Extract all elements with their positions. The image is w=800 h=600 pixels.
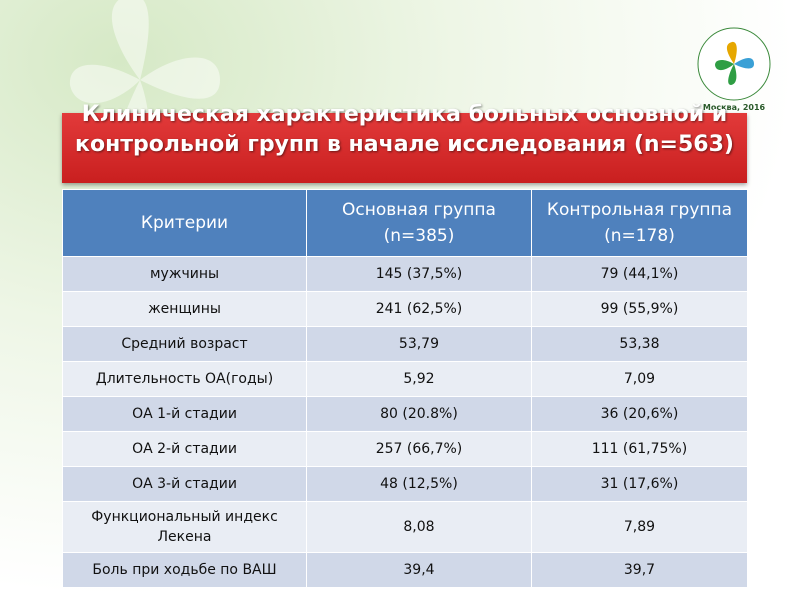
characteristics-table: Критерии Основная группа (n=385) Контрол… — [61, 189, 749, 588]
table-row: Функциональный индекс Лекена 8,08 7,89 — [61, 501, 749, 553]
control-group-cell: 7,09 — [530, 361, 749, 397]
criterion-cell: Длительность ОА(годы) — [61, 361, 308, 397]
table-row: ОА 2-й стадии 257 (66,7%) 111 (61,75%) — [61, 431, 749, 467]
criterion-cell: ОА 3-й стадии — [61, 466, 308, 502]
main-group-cell: 80 (20.8%) — [306, 396, 532, 432]
table-row: мужчины 145 (37,5%) 79 (44,1%) — [61, 256, 749, 292]
control-group-cell: 53,38 — [530, 326, 749, 362]
main-group-cell: 8,08 — [306, 501, 532, 553]
table-row: женщины 241 (62,5%) 99 (55,9%) — [61, 291, 749, 327]
title-banner — [62, 113, 747, 183]
control-group-cell: 36 (20,6%) — [530, 396, 749, 432]
criterion-cell: Функциональный индекс Лекена — [61, 501, 308, 553]
main-group-cell: 145 (37,5%) — [306, 256, 532, 292]
control-group-cell: 7,89 — [530, 501, 749, 553]
table-row: Боль при ходьбе по ВАШ 39,4 39,7 — [61, 552, 749, 588]
criterion-cell: Средний возраст — [61, 326, 308, 362]
main-group-cell: 5,92 — [306, 361, 532, 397]
header-criteria: Критерии — [61, 189, 308, 257]
national-priority-logo: Москва, 2016 — [697, 27, 771, 112]
main-group-cell: 39,4 — [306, 552, 532, 588]
table-row: Средний возраст 53,79 53,38 — [61, 326, 749, 362]
slide-title: Клиническая характеристика больных основ… — [75, 102, 734, 157]
table-row: Длительность ОА(годы) 5,92 7,09 — [61, 361, 749, 397]
control-group-cell: 111 (61,75%) — [530, 431, 749, 467]
main-group-cell: 241 (62,5%) — [306, 291, 532, 327]
control-group-cell: 39,7 — [530, 552, 749, 588]
logo-caption: Москва, 2016 — [703, 103, 766, 112]
criterion-cell: ОА 1-й стадии — [61, 396, 308, 432]
control-group-cell: 99 (55,9%) — [530, 291, 749, 327]
table-row: ОА 1-й стадии 80 (20.8%) 36 (20,6%) — [61, 396, 749, 432]
control-group-cell: 79 (44,1%) — [530, 256, 749, 292]
table-header-row: Критерии Основная группа (n=385) Контрол… — [61, 189, 749, 257]
criterion-cell: мужчины — [61, 256, 308, 292]
control-group-cell: 31 (17,6%) — [530, 466, 749, 502]
table-row: ОА 3-й стадии 48 (12,5%) 31 (17,6%) — [61, 466, 749, 502]
main-group-cell: 53,79 — [306, 326, 532, 362]
main-group-cell: 257 (66,7%) — [306, 431, 532, 467]
header-control-group: Контрольная группа (n=178) — [530, 189, 749, 257]
criterion-cell: ОА 2-й стадии — [61, 431, 308, 467]
criterion-cell: женщины — [61, 291, 308, 327]
header-main-group: Основная группа (n=385) — [306, 189, 532, 257]
criterion-cell: Боль при ходьбе по ВАШ — [61, 552, 308, 588]
main-group-cell: 48 (12,5%) — [306, 466, 532, 502]
